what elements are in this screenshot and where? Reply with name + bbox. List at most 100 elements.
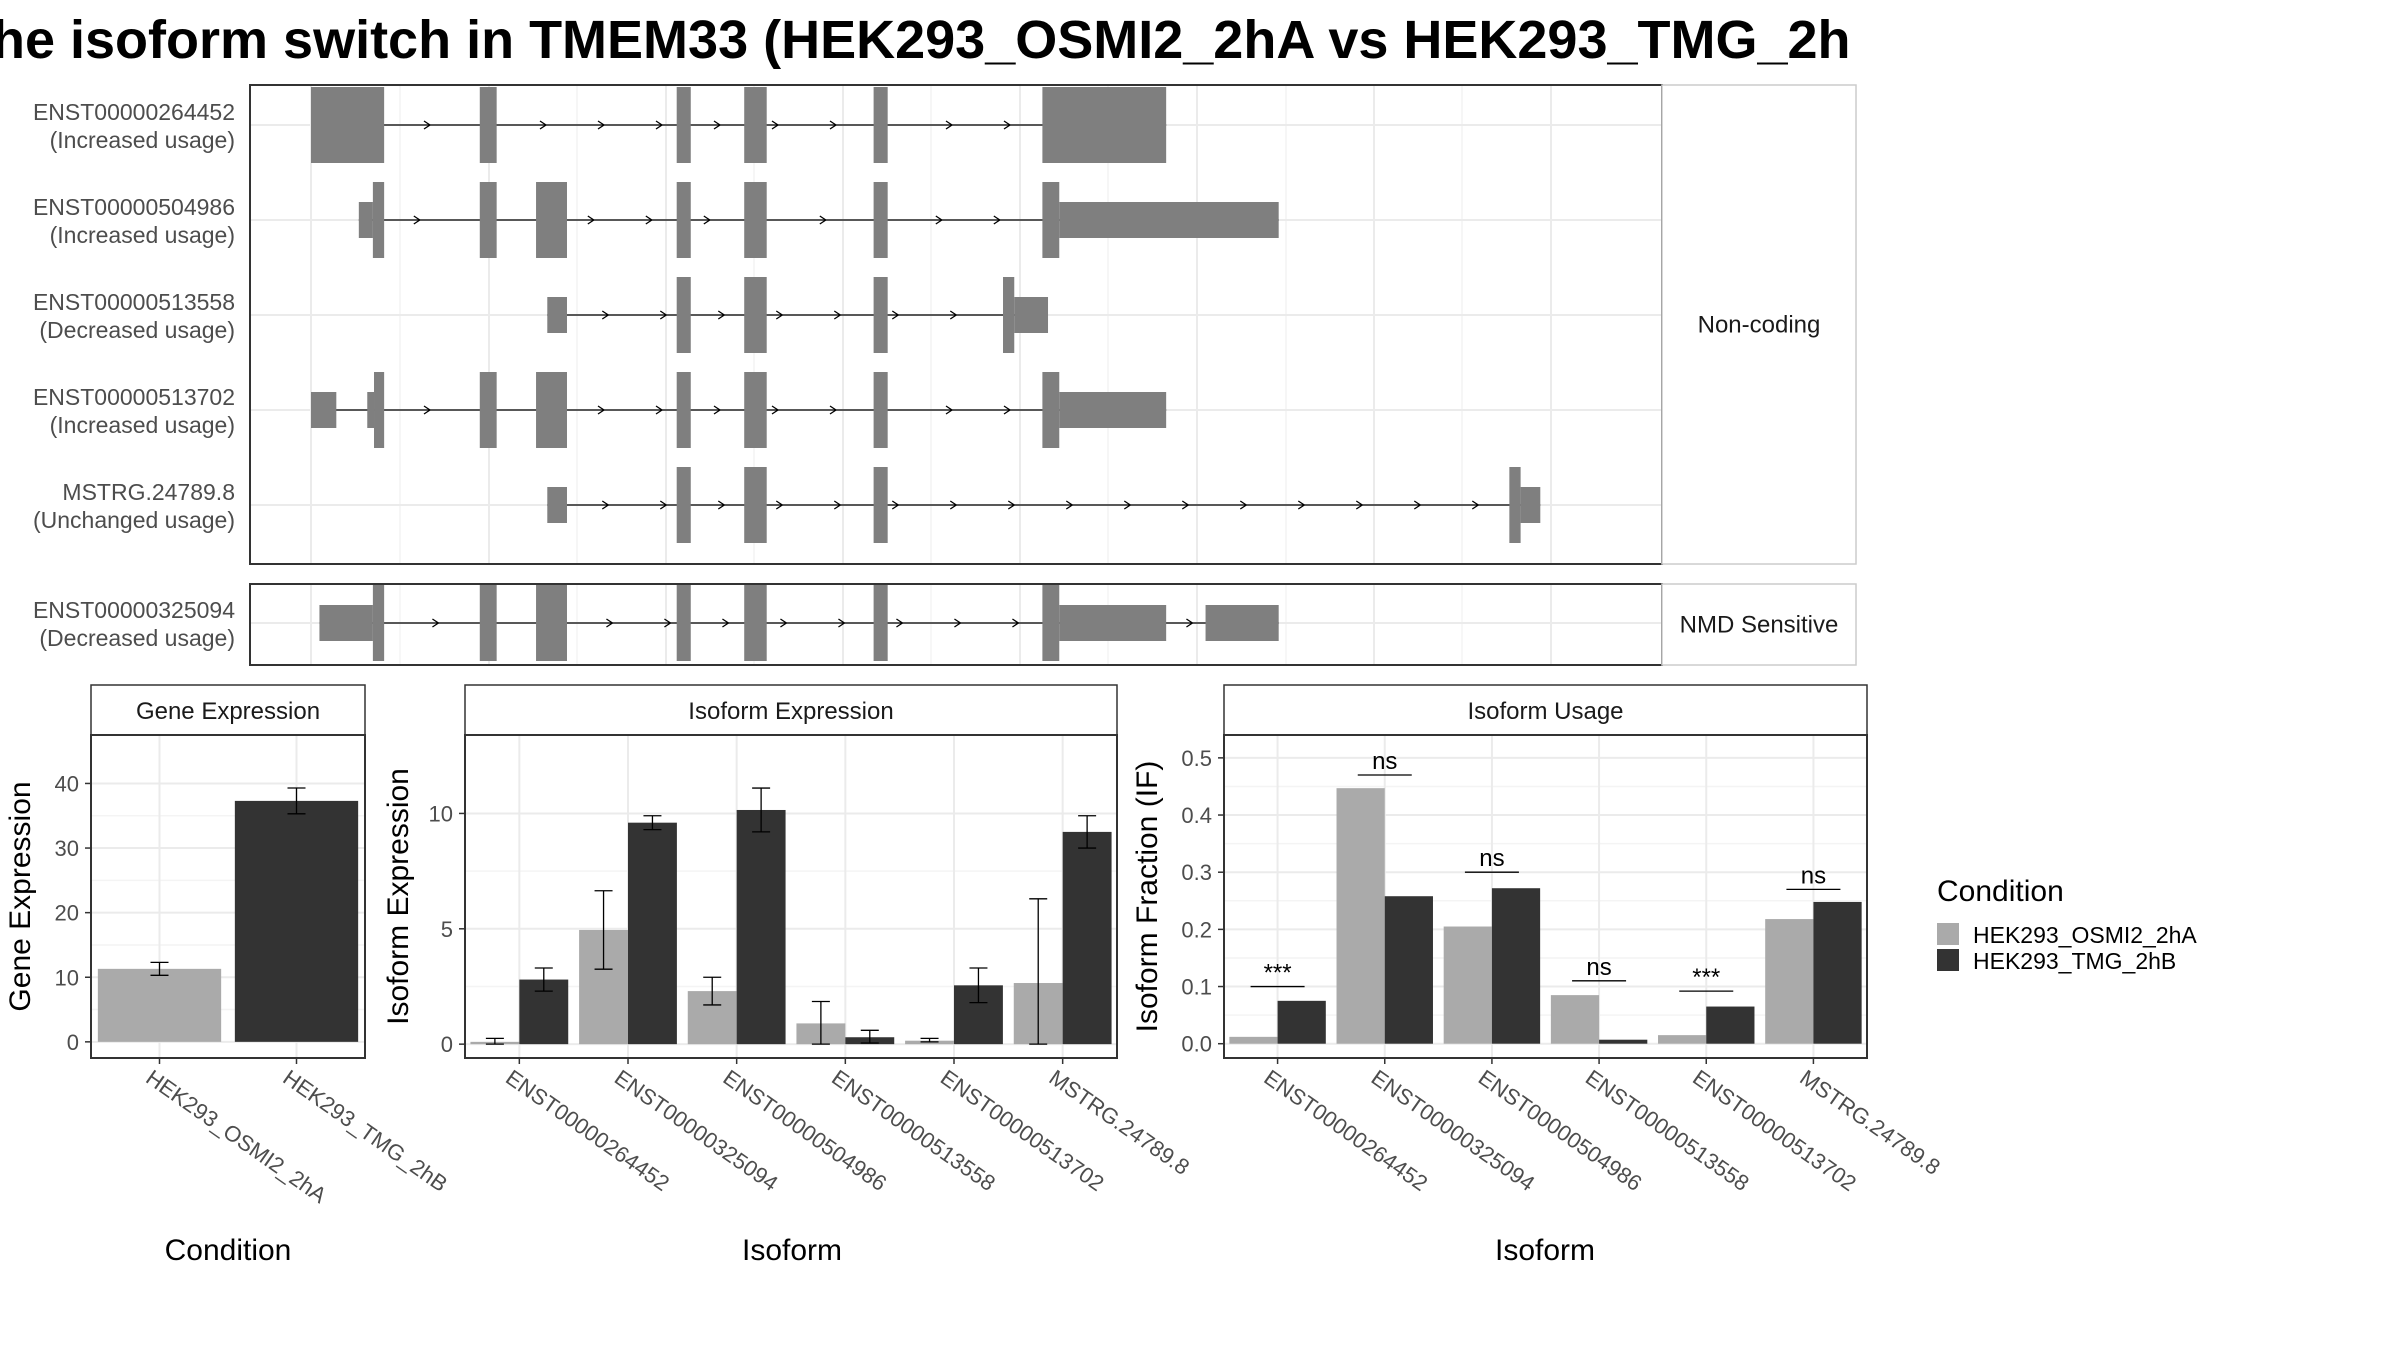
isoform-id-label: ENST00000264452 <box>33 99 235 125</box>
exon <box>479 372 497 448</box>
facet-strip-label: NMD Sensitive <box>1680 612 1839 639</box>
direction-arrow <box>601 310 610 320</box>
y-tick-label: 0.3 <box>1181 860 1212 885</box>
structure-panel-bg <box>250 85 1662 564</box>
plot-area <box>1224 735 1867 1058</box>
isoform-id-label: ENST00000504986 <box>33 194 235 220</box>
transcript-structure-panel: ENST00000264452(Increased usage)ENST0000… <box>33 84 1857 666</box>
bar <box>1491 888 1541 1044</box>
exon <box>536 585 567 661</box>
direction-arrow <box>601 500 610 510</box>
bar <box>1706 1006 1755 1044</box>
exon <box>1014 297 1049 333</box>
direction-arrow <box>833 500 842 510</box>
exon <box>479 585 497 661</box>
bar <box>234 800 359 1042</box>
y-tick-label: 30 <box>55 836 79 861</box>
direction-arrow <box>539 120 548 130</box>
direction-arrow <box>655 405 664 415</box>
structure-group-1: ENST00000325094(Decreased usage) NMD Sens… <box>33 583 1857 666</box>
direction-arrow <box>1181 500 1190 510</box>
legend-label: HEK293_OSMI2_2hA <box>1973 922 2197 948</box>
direction-arrow <box>780 618 788 628</box>
direction-arrow <box>1471 500 1480 510</box>
legend-label: HEK293_TMG_2hB <box>1973 948 2176 974</box>
x-axis-title: Condition <box>165 1234 292 1267</box>
isoform-id-label: ENST00000513558 <box>33 289 235 315</box>
direction-arrow <box>1355 500 1364 510</box>
plot-border <box>90 734 366 1059</box>
bar <box>1813 901 1862 1044</box>
y-tick-label: 20 <box>55 901 79 926</box>
direction-arrow <box>891 500 900 510</box>
transcript-ENST00000325094: ENST00000325094(Decreased usage) <box>33 585 1279 661</box>
direction-arrow <box>771 120 780 130</box>
significance-label: ns <box>1586 954 1611 981</box>
exon <box>358 202 373 238</box>
direction-arrow <box>645 215 653 225</box>
direction-arrow <box>1065 500 1074 510</box>
facet-strip-label: Non-coding <box>1698 312 1821 339</box>
chart-1: Isoform Expression0510ENST00000264452ENS… <box>382 684 1194 1267</box>
isoform-usage-label: (Increased usage) <box>50 412 235 438</box>
direction-arrow <box>833 310 842 320</box>
direction-arrow <box>949 310 958 320</box>
structure-panel-bg <box>250 584 1662 665</box>
exon <box>676 182 691 258</box>
legend-key <box>1937 949 1959 971</box>
significance-label: ns <box>1801 862 1826 889</box>
plot-title: he isoform switch in TMEM33 (HEK293_OSMI… <box>0 10 1851 70</box>
x-axis-title: Isoform <box>742 1234 842 1267</box>
direction-arrow <box>722 618 730 628</box>
chart-2: Isoform Usage *** ns ns ns *** ns 0.0 0.1 0.2 0.3 0… <box>1131 684 1945 1267</box>
direction-arrow <box>775 500 784 510</box>
bar <box>1599 1039 1648 1044</box>
exon <box>676 467 691 543</box>
exon <box>676 277 691 353</box>
y-tick-label: 5 <box>441 917 453 942</box>
y-tick-label: 0.4 <box>1181 803 1212 828</box>
isoform-id-label: MSTRG.24789.8 <box>62 479 235 505</box>
direction-arrow <box>717 500 726 510</box>
y-axis-title: Gene Expression <box>4 781 37 1011</box>
exon <box>676 87 691 163</box>
direction-arrow <box>771 405 780 415</box>
direction-arrow <box>1003 405 1012 415</box>
direction-arrow <box>659 310 668 320</box>
y-tick-label: 0.2 <box>1181 917 1212 942</box>
direction-arrow <box>1297 500 1306 510</box>
direction-arrow <box>935 215 943 225</box>
chart-title: Isoform Expression <box>688 698 893 725</box>
direction-arrow <box>659 500 668 510</box>
y-tick-label: 0.5 <box>1181 746 1212 771</box>
direction-arrow <box>829 405 838 415</box>
exon <box>1205 605 1279 641</box>
plot-area <box>465 735 1117 1058</box>
direction-arrow <box>891 310 900 320</box>
isoform-usage-label: (Increased usage) <box>50 222 235 248</box>
plot-border <box>1223 734 1868 1059</box>
chart-title: Gene Expression <box>136 698 320 725</box>
exon <box>547 297 567 333</box>
direction-arrow <box>993 215 1001 225</box>
transcript-MSTRG.24789.8: MSTRG.24789.8(Unchanged usage) <box>33 467 1541 543</box>
direction-arrow <box>1186 618 1194 628</box>
direction-arrow <box>703 215 711 225</box>
direction-arrow <box>413 215 421 225</box>
y-tick-label: 0 <box>441 1032 453 1057</box>
legend-key <box>1937 923 1959 945</box>
transcript-ENST00000504986: ENST00000504986(Increased usage) <box>33 182 1279 258</box>
bar <box>97 968 222 1042</box>
transcript-ENST00000513558: ENST00000513558(Decreased usage) <box>33 277 1049 353</box>
exon <box>1520 487 1541 523</box>
direction-arrow <box>606 618 614 628</box>
plot-border <box>464 734 1118 1059</box>
exon <box>676 585 691 661</box>
x-axis-title: Isoform <box>1495 1234 1595 1267</box>
direction-arrow <box>1003 120 1012 130</box>
exon <box>367 392 375 428</box>
significance-label: ns <box>1479 845 1504 872</box>
direction-arrow <box>1123 500 1132 510</box>
direction-arrow <box>713 405 722 415</box>
